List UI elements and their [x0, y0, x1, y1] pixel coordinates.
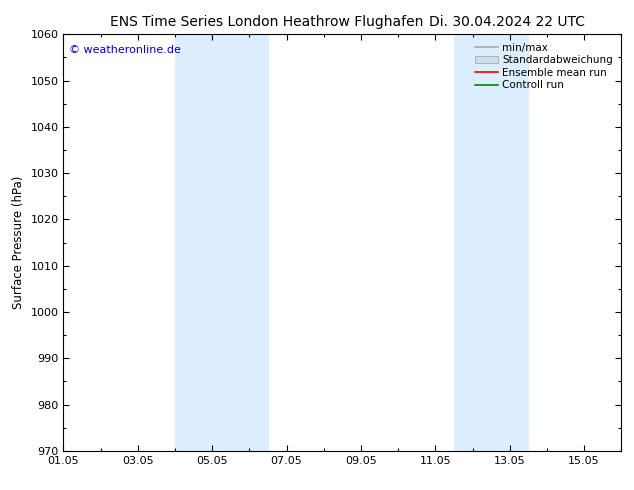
Text: © weatheronline.de: © weatheronline.de — [69, 45, 181, 55]
Text: Di. 30.04.2024 22 UTC: Di. 30.04.2024 22 UTC — [429, 15, 585, 29]
Legend: min/max, Standardabweichung, Ensemble mean run, Controll run: min/max, Standardabweichung, Ensemble me… — [472, 40, 616, 94]
Bar — [454, 34, 528, 451]
Text: ENS Time Series London Heathrow Flughafen: ENS Time Series London Heathrow Flughafe… — [110, 15, 423, 29]
Title: ENS Time Series London Heathrow Flughafen    Di. 30.04.2024 22 UTC: ENS Time Series London Heathrow Flughafe… — [0, 489, 1, 490]
Bar — [175, 34, 268, 451]
Y-axis label: Surface Pressure (hPa): Surface Pressure (hPa) — [12, 176, 25, 309]
